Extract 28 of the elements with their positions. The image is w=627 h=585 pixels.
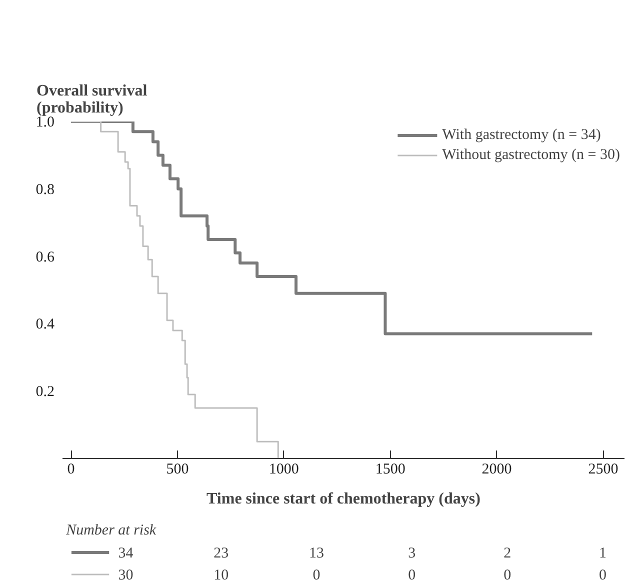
text: 30 (118, 568, 134, 584)
text: 13 (309, 546, 324, 562)
y-tick-label: 0.8 (36, 182, 54, 198)
x-tick-label: 1000 (268, 462, 299, 478)
text: 10 (214, 568, 229, 584)
legend-label: Without gastrectomy (n = 30) (442, 146, 620, 164)
y-tick-label: 0.6 (36, 249, 55, 266)
x-tick-label: 0 (67, 462, 75, 478)
y-tick-label: 0.2 (36, 384, 54, 400)
text: 0 (408, 568, 416, 584)
legend-label: With gastrectomy (n = 34) (442, 126, 601, 144)
text: 3 (408, 546, 416, 562)
text: 0 (504, 568, 512, 584)
y-tick-label: 1.0 (36, 114, 54, 130)
x-tick-label: 1500 (375, 462, 406, 478)
y-tick-label: 0.4 (36, 316, 55, 333)
text: 23 (214, 546, 229, 562)
x-tick-label: 2500 (588, 462, 618, 478)
x-axis-title: Time since start of chemotherapy (days) (206, 490, 480, 508)
text: Number at risk (65, 522, 156, 538)
text: 1 (598, 546, 606, 562)
y-axis-title: Overall survival (probability) (36, 82, 148, 116)
text: 34 (118, 546, 134, 562)
text: 0 (312, 568, 320, 584)
x-tick-label: 500 (166, 462, 189, 478)
x-tick-label: 2000 (482, 462, 512, 478)
text: 0 (598, 568, 606, 584)
text: 2 (504, 546, 512, 562)
